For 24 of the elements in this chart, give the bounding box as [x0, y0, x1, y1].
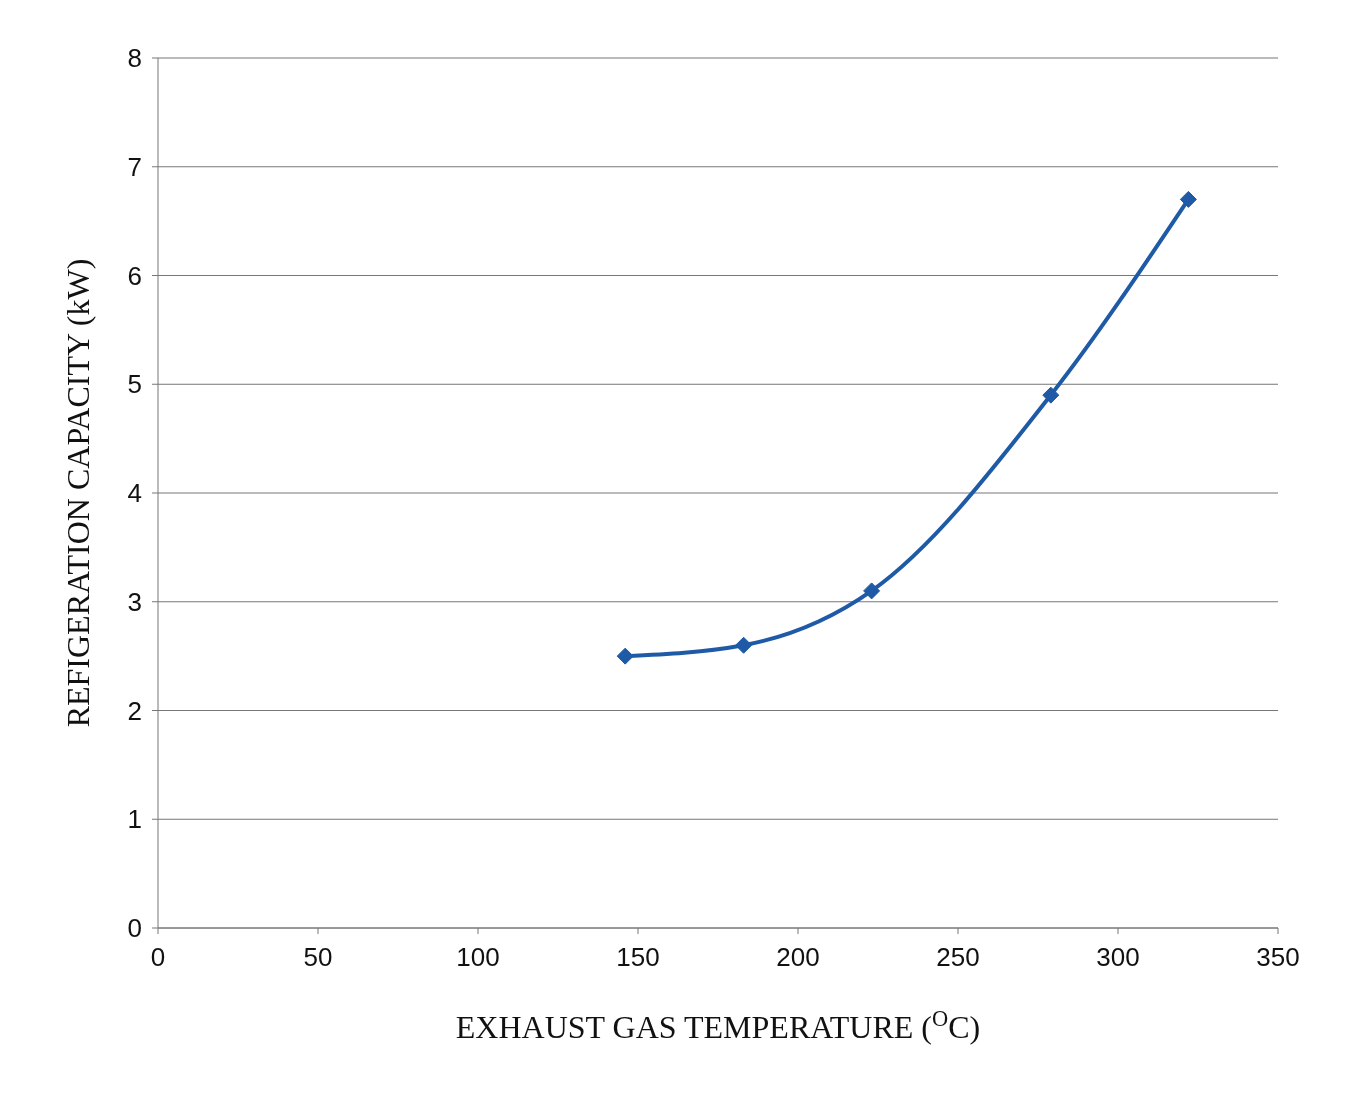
x-tick-label: 0 — [150, 942, 166, 973]
point — [863, 582, 881, 600]
y-axis-title: REFIGERATION CAPACITY (kW) — [60, 258, 96, 728]
y-tick-label: 6 — [127, 260, 142, 291]
x-tick-label: 50 — [303, 942, 333, 973]
x-tick-label: 100 — [456, 942, 500, 973]
y-tick-label: 2 — [127, 695, 142, 726]
y-tick-label: 7 — [127, 151, 142, 182]
y-tick-label: 5 — [127, 369, 142, 400]
y-tick-label: 8 — [127, 43, 142, 74]
x-axis-title: EXHAUST GAS TEMPERATURE ($^{O}$C) — [455, 1005, 981, 1045]
x-tick-label: 300 — [1096, 942, 1140, 973]
x-tick-label: 200 — [776, 942, 820, 973]
y-tick-label: 3 — [127, 586, 142, 617]
x-tick-label: 350 — [1256, 942, 1300, 973]
x-tick-label: 150 — [616, 942, 660, 973]
y-tick-label: 4 — [127, 478, 142, 509]
y-tick-label: 1 — [127, 804, 142, 835]
x-tick-label: 250 — [936, 942, 980, 973]
point — [1042, 386, 1060, 404]
point — [616, 647, 634, 665]
point — [1179, 190, 1197, 208]
y-tick-label: 0 — [127, 913, 142, 944]
point — [735, 636, 753, 654]
